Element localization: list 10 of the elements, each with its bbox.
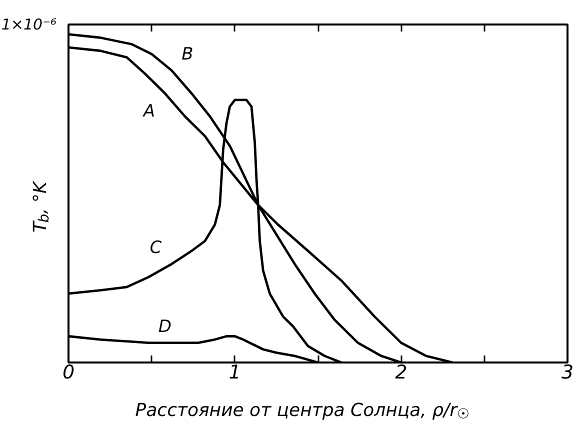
x-tick-label: 0 [62, 362, 75, 384]
x-tick-label: 1 [228, 362, 241, 384]
series-label: D [158, 316, 172, 337]
series-label: A [142, 101, 155, 122]
series-label: B [182, 44, 194, 64]
x-axis-title: Расстояние от центра Солнца, ρ/r☉ [135, 400, 470, 422]
x-tick-label: 2 [395, 362, 408, 384]
x-tick-label: 3 [561, 362, 574, 384]
text: 1×10⁻⁶ [1, 16, 57, 34]
series-label: C [150, 238, 162, 258]
